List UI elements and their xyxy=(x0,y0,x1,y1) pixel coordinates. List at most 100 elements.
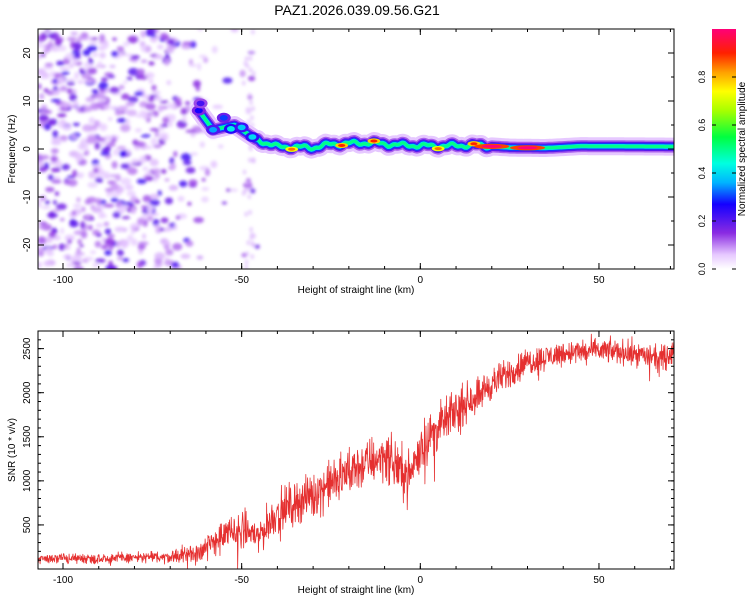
x-tick-label: -50 xyxy=(234,275,249,286)
noise-blob xyxy=(69,93,77,102)
noise-blob xyxy=(182,115,187,123)
noise-blob xyxy=(79,244,84,248)
noise-blob xyxy=(148,78,154,84)
noise-blob xyxy=(76,38,82,44)
noise-blob xyxy=(84,149,90,156)
noise-blob xyxy=(86,196,97,204)
noise-blob xyxy=(140,30,146,38)
noise-blob xyxy=(77,238,83,245)
colorbar-tick-label: 0.6 xyxy=(697,119,707,132)
noise-blob xyxy=(52,79,58,84)
snr-plot-area xyxy=(38,333,674,569)
noise-blob xyxy=(71,210,76,216)
noise-blob xyxy=(99,123,108,132)
noise-blob xyxy=(100,150,111,156)
noise-blob xyxy=(57,45,67,52)
noise-blob xyxy=(62,124,72,131)
noise-blob xyxy=(79,70,86,75)
noise-blob xyxy=(76,197,81,203)
noise-blob xyxy=(69,63,74,68)
noise-blob xyxy=(244,56,249,62)
noise-blob xyxy=(124,184,134,191)
noise-blob xyxy=(247,75,256,82)
noise-blob xyxy=(95,223,104,228)
noise-blob xyxy=(249,50,254,56)
noise-blob xyxy=(64,234,76,242)
noise-blob xyxy=(245,251,250,257)
noise-blob xyxy=(119,124,131,132)
noise-blob xyxy=(211,45,218,54)
noise-blob xyxy=(244,264,249,269)
noise-blob xyxy=(114,173,122,182)
noise-blob xyxy=(130,54,140,60)
noise-blob xyxy=(166,44,177,50)
noise-blob xyxy=(88,117,95,125)
noise-blob xyxy=(61,138,67,143)
noise-blob xyxy=(81,206,86,213)
noise-blob xyxy=(145,176,154,182)
noise-blob xyxy=(251,70,256,76)
snr-y-axis-label: SNR (10 * v/v) xyxy=(7,418,18,482)
noise-blob xyxy=(248,55,253,61)
noise-blob xyxy=(221,201,227,205)
noise-blob xyxy=(153,96,163,101)
noise-blob xyxy=(140,134,151,138)
noise-blob xyxy=(172,243,183,251)
noise-blob xyxy=(87,135,99,141)
y-tick-label: -10 xyxy=(22,189,33,204)
noise-blob xyxy=(38,83,42,90)
noise-blob xyxy=(103,104,109,110)
noise-blob xyxy=(170,162,176,170)
noise-blob xyxy=(59,66,70,71)
noise-blob xyxy=(58,76,67,84)
noise-blob xyxy=(145,103,156,111)
x-tick-label: -50 xyxy=(234,575,249,586)
noise-blob xyxy=(134,91,144,97)
noise-blob xyxy=(103,41,109,49)
noise-blob xyxy=(162,135,167,141)
ridge-blob xyxy=(209,127,218,133)
colorbar-ticks: 0.0 0.2 0.4 0.6 0.8 xyxy=(697,71,736,275)
y-tick-label: 20 xyxy=(22,47,33,59)
noise-blob xyxy=(160,168,167,174)
noise-blob xyxy=(38,221,48,225)
noise-blob xyxy=(103,203,115,208)
noise-blob xyxy=(61,163,71,171)
noise-blob xyxy=(250,232,254,238)
noise-blob xyxy=(38,166,48,173)
noise-blob xyxy=(154,54,164,60)
noise-blob xyxy=(212,104,223,109)
noise-blob xyxy=(88,224,93,231)
x-tick-label: -100 xyxy=(53,575,73,586)
noise-blob xyxy=(48,161,57,166)
noise-blob xyxy=(242,169,247,175)
noise-blob xyxy=(192,80,201,88)
ridge-peak xyxy=(370,139,378,143)
noise-blob xyxy=(118,84,125,90)
noise-blob xyxy=(52,200,58,205)
noise-blob xyxy=(38,93,45,100)
noise-blob xyxy=(159,227,165,232)
noise-blob xyxy=(38,115,49,119)
noise-blob xyxy=(90,250,97,255)
noise-blob xyxy=(135,114,146,118)
noise-blob xyxy=(77,35,88,40)
noise-blob xyxy=(149,158,159,167)
noise-blob xyxy=(112,37,117,41)
noise-blob xyxy=(185,129,197,134)
noise-blob xyxy=(127,96,139,103)
noise-blob xyxy=(71,58,78,65)
noise-blob xyxy=(57,112,67,118)
x-tick-label: 50 xyxy=(593,275,605,286)
spectrogram-noise xyxy=(38,29,260,269)
noise-blob xyxy=(178,180,188,188)
noise-blob xyxy=(100,77,108,82)
noise-blob xyxy=(131,207,137,215)
noise-blob xyxy=(74,71,80,80)
noise-blob xyxy=(50,98,61,103)
noise-blob xyxy=(99,34,106,42)
noise-blob xyxy=(203,57,209,63)
noise-blob xyxy=(142,233,147,240)
noise-blob xyxy=(251,158,256,164)
noise-blob xyxy=(148,61,155,66)
